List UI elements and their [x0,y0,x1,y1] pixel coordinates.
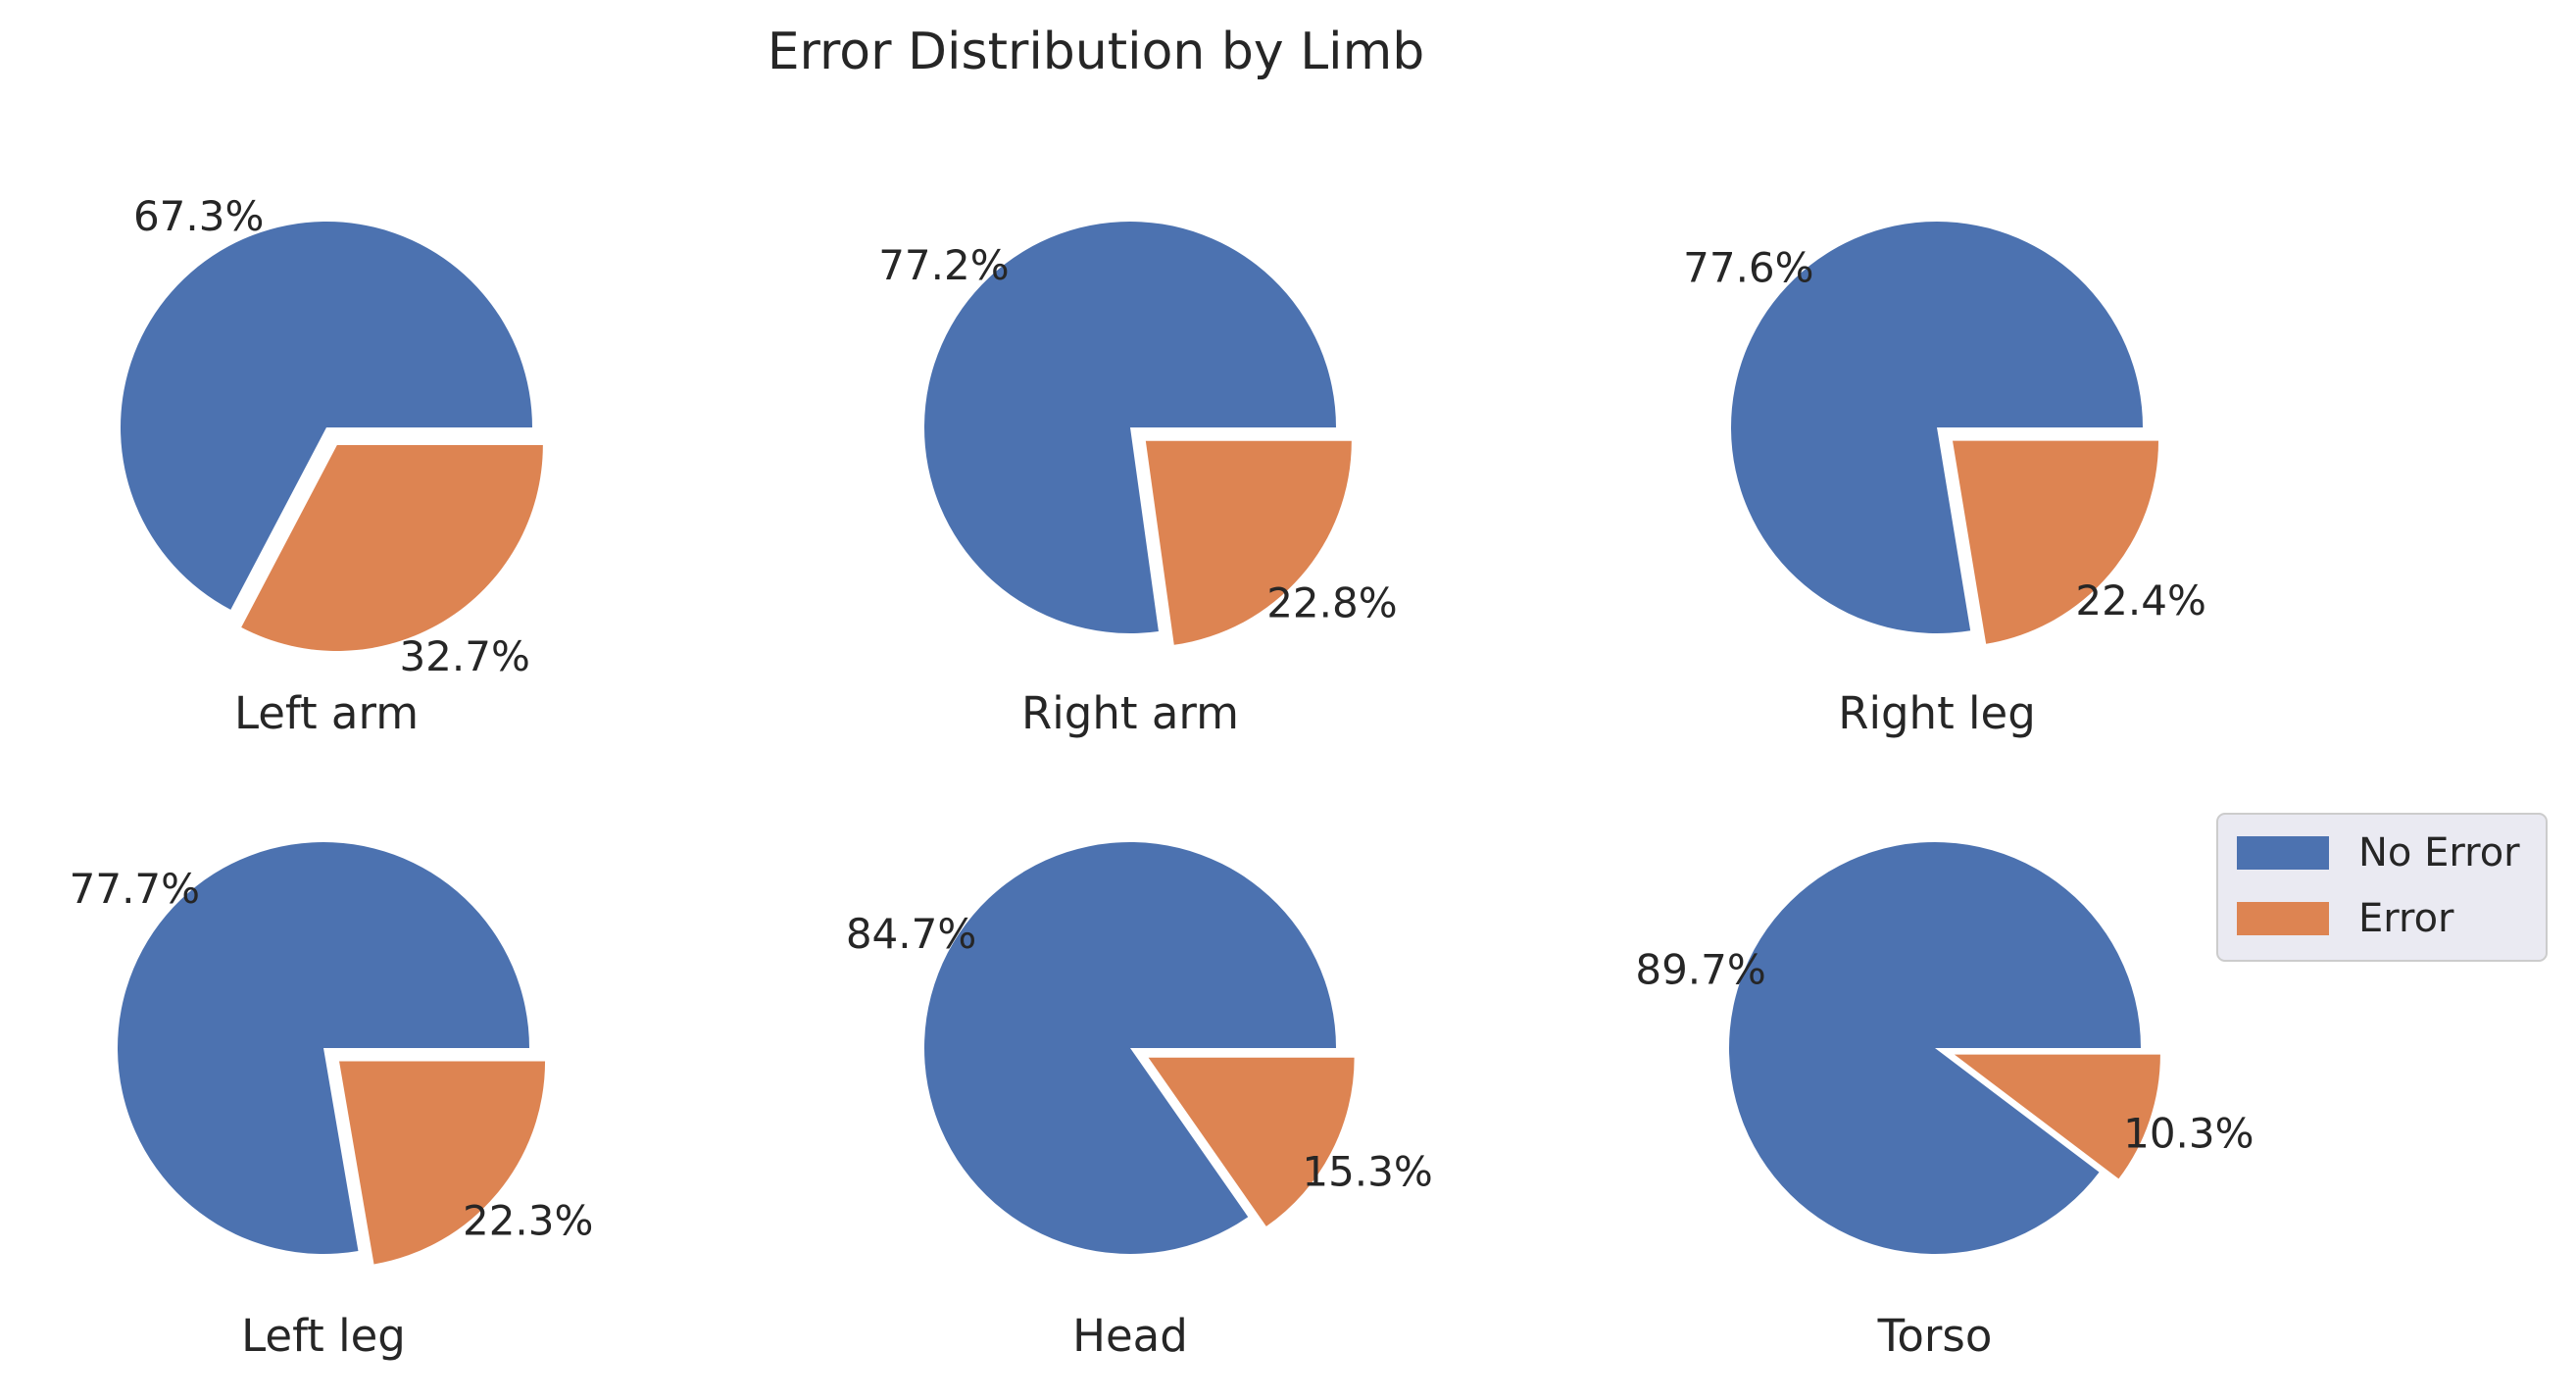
legend: No Error Error [2216,813,2548,962]
legend-label-no-error: No Error [2358,830,2520,875]
wedge-no-error [121,221,533,610]
pie-left-leg: 77.7% 22.3% Left leg [70,842,593,1362]
pct-label-no-error: 84.7% [846,910,976,958]
wedge-no-error [924,841,1336,1254]
pie-torso: 89.7% 10.3% Torso [1635,841,2254,1362]
legend-label-error: Error [2358,896,2454,941]
pie-label: Left arm [234,687,419,739]
pct-label-error: 22.8% [1266,579,1397,627]
legend-swatch-error [2237,902,2329,935]
chart-title: Error Distribution by Limb [768,23,1425,81]
pie-label: Right leg [1838,687,2036,739]
pie-label: Torso [1877,1310,1993,1362]
pct-label-no-error: 77.6% [1683,243,1813,291]
pct-label-error: 10.3% [2123,1109,2254,1157]
wedge-no-error [118,842,530,1254]
pct-label-error: 15.3% [1302,1148,1432,1196]
pct-label-no-error: 67.3% [133,192,264,240]
pie-label: Head [1072,1310,1188,1362]
wedge-error [1953,440,2159,644]
wedge-error [241,444,543,651]
legend-swatch-no-error [2237,836,2329,870]
pct-label-no-error: 77.2% [878,241,1009,289]
wedge-no-error [1729,841,2141,1255]
pct-label-no-error: 77.7% [70,865,200,913]
wedge-error [1148,1057,1355,1226]
pct-label-error: 32.7% [399,632,529,680]
pie-left-arm: 67.3% 32.7% Left arm [121,192,543,739]
pct-label-no-error: 89.7% [1635,945,1765,993]
wedge-error [339,1061,546,1265]
pie-label: Left leg [241,1310,406,1362]
wedge-error [1954,1054,2160,1179]
pie-right-arm: 77.2% 22.8% Right arm [878,221,1398,739]
wedge-no-error [924,221,1336,633]
pct-label-error: 22.4% [2075,576,2205,625]
wedge-error [1145,440,1352,645]
pie-head: 84.7% 15.3% Head [846,841,1433,1362]
pie-label: Right arm [1021,687,1239,739]
pct-label-error: 22.3% [463,1196,593,1244]
wedge-no-error [1731,222,2143,634]
pie-right-leg: 77.6% 22.4% Right leg [1683,222,2206,739]
